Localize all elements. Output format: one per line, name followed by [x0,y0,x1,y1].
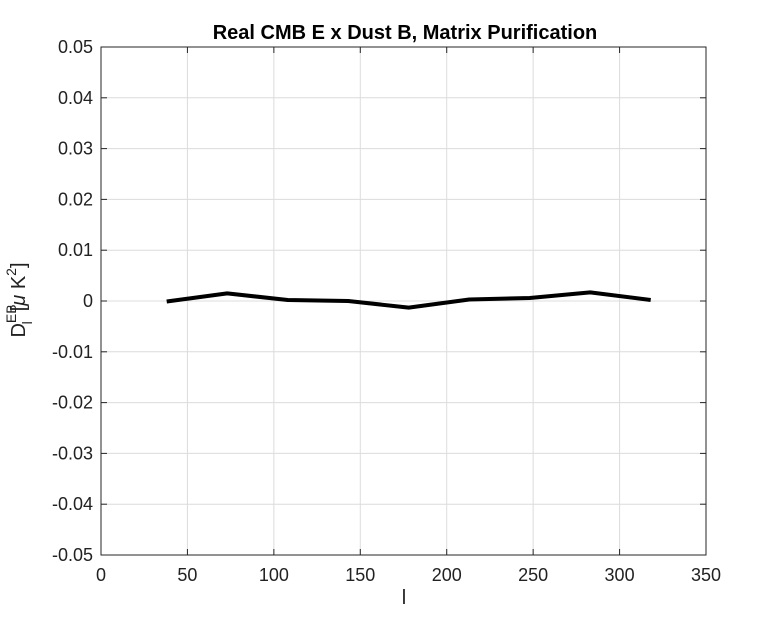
y-axis-label-unit-open: [ [8,305,30,311]
y-tick-label: 0 [83,291,93,311]
x-tick-labels: 0 50 100 150 200 250 300 350 [96,565,721,585]
y-tick-label: 0.03 [58,139,93,159]
y-axis-label-main: D [8,323,30,337]
y-tick-labels: -0.05 -0.04 -0.03 -0.02 -0.01 0 0.01 0.02 0.03 0.… [52,37,93,565]
y-axis-label-unit-power: 2 [3,268,19,276]
x-tick-label: 350 [691,565,721,585]
x-tick-label: 50 [177,565,197,585]
y-tick-label: -0.02 [52,393,93,413]
x-tick-label: 200 [432,565,462,585]
y-tick-label: -0.01 [52,342,93,362]
x-tick-label: 150 [345,565,375,585]
y-axis-label-unit-mu: μ [8,295,30,307]
ticks [100,46,707,556]
chart-title: Real CMB E x Dust B, Matrix Purification [213,22,598,44]
y-tick-label: 0.01 [58,240,93,260]
series-layer [166,290,651,310]
y-tick-label: 0.04 [58,88,93,108]
x-tick-label: 250 [518,565,548,585]
y-tick-label: 0.05 [58,37,93,57]
grid [101,47,706,555]
series-line-0 [166,290,651,310]
y-axis-label: DEBl [μ K2] [3,262,35,337]
y-tick-label: -0.04 [52,494,93,514]
x-axis-label: l [402,587,406,609]
y-axis-label-subscript: l [19,321,35,324]
x-tick-label: 0 [96,565,106,585]
y-axis-label-unit-close: ] [8,262,30,268]
y-axis-label-superscript: EB [3,304,19,323]
x-tick-label: 300 [605,565,635,585]
y-tick-label: -0.05 [52,545,93,565]
y-tick-label: -0.03 [52,443,93,463]
y-axis-label-unit-k: K [8,275,30,295]
x-tick-label: 100 [259,565,289,585]
y-tick-label: 0.02 [58,189,93,209]
